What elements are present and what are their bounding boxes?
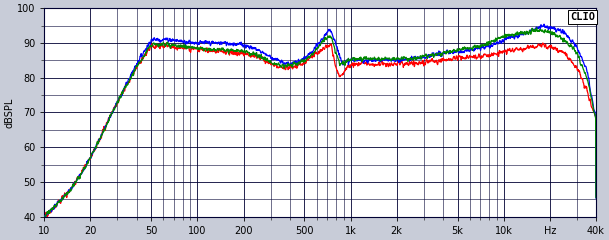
Text: CLIO: CLIO — [570, 12, 595, 22]
Y-axis label: dBSPL: dBSPL — [4, 97, 14, 128]
